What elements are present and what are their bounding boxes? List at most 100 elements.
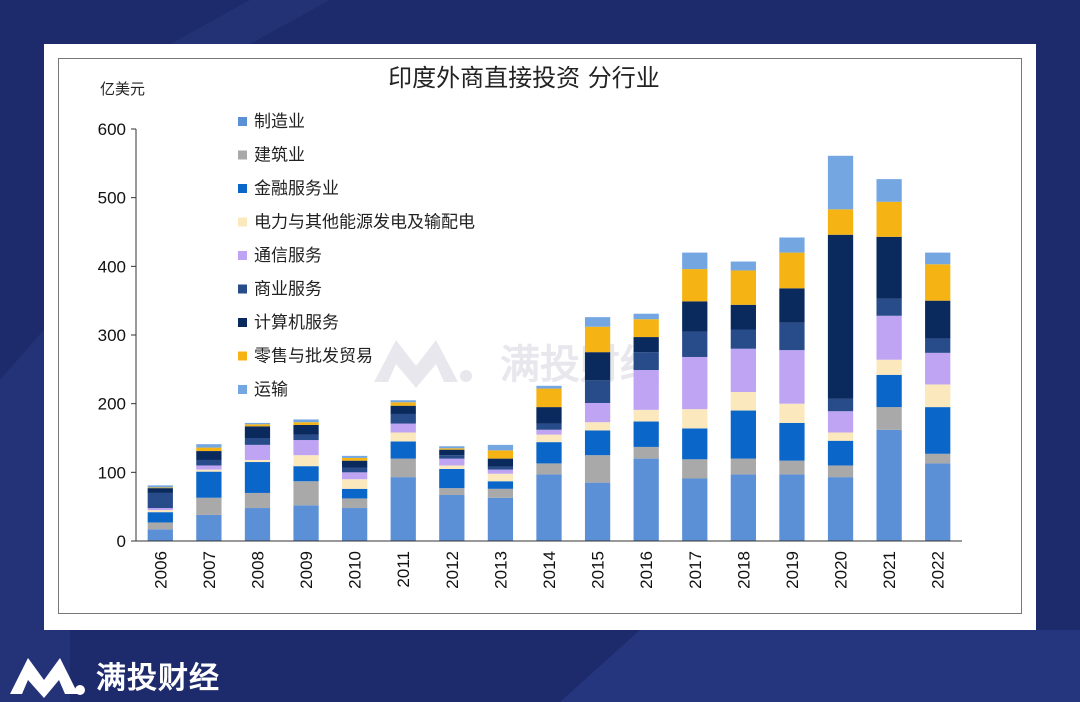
bar-segment-2012-s0: [439, 494, 465, 541]
bar-segment-2010-s5: [342, 467, 368, 473]
legend-label: 制造业: [254, 112, 305, 132]
bar-segment-2021-s5: [876, 298, 902, 316]
bar-segment-2021-s0: [876, 429, 902, 541]
x-tick-label: 2019: [783, 551, 802, 589]
bar-segment-2018-s6: [730, 304, 756, 330]
watermark: 满投财经: [374, 340, 660, 388]
bar-segment-2011-s6: [390, 405, 416, 414]
bar-segment-2006-s6: [147, 488, 173, 493]
bar-segment-2009-s3: [293, 455, 319, 467]
bar-segment-2016-s8: [633, 313, 659, 320]
y-tick-label: 0: [117, 532, 126, 551]
bar-segment-2022-s2: [925, 407, 951, 454]
bar-segment-2020-s8: [827, 155, 854, 210]
bar-segment-2009-s6: [293, 424, 319, 435]
bar-segment-2018-s1: [730, 458, 756, 475]
bar-segment-2020-s5: [827, 398, 854, 412]
bar-segment-2010-s4: [342, 472, 368, 480]
bar-segment-2019-s1: [779, 460, 805, 475]
bar-segment-2016-s1: [633, 446, 659, 459]
x-tick-label: 2015: [589, 551, 608, 589]
bar-segment-2015-s0: [584, 482, 611, 541]
bar-segment-2018-s2: [730, 410, 756, 459]
bars: [147, 155, 951, 541]
bar-segment-2006-s8: [147, 485, 173, 488]
bar-segment-2009-s5: [293, 434, 319, 441]
bar-segment-2011-s7: [390, 402, 416, 406]
bar-segment-2008-s5: [244, 438, 271, 445]
bar-segment-2010-s2: [342, 488, 368, 499]
bar-segment-2007-s2: [196, 471, 222, 498]
legend-swatch: [238, 117, 247, 126]
bar-segment-2021-s2: [876, 374, 902, 408]
bar-segment-2020-s3: [827, 432, 854, 441]
legend-label: 运输: [254, 380, 288, 400]
bar-segment-2009-s4: [293, 440, 319, 456]
bar-segment-2017-s8: [682, 252, 708, 270]
bar-segment-2016-s3: [633, 409, 659, 422]
y-axis: 0 100 200 300 400 500 600: [98, 120, 137, 551]
watermark-text: 满投财经: [500, 342, 660, 388]
bar-segment-2022-s5: [925, 338, 951, 353]
bar-segment-2010-s7: [342, 457, 368, 461]
bar-segment-2011-s0: [390, 477, 416, 541]
bar-segment-2012-s6: [439, 449, 465, 456]
bar-segment-2014-s3: [536, 434, 562, 443]
bar-segment-2017-s5: [682, 331, 708, 357]
bar-segment-2017-s2: [682, 428, 708, 460]
x-tick-label: 2016: [637, 551, 656, 589]
bar-segment-2017-s6: [682, 301, 708, 332]
bar-segment-2020-s4: [827, 411, 854, 433]
legend-label: 建筑业: [254, 146, 305, 166]
bar-segment-2014-s4: [536, 429, 562, 435]
bar-segment-2022-s8: [925, 252, 951, 265]
bar-segment-2009-s7: [293, 422, 319, 425]
bar-segment-2017-s3: [682, 409, 708, 429]
bar-segment-2008-s1: [244, 492, 271, 509]
y-tick-label: 200: [98, 395, 126, 414]
bar-segment-2021-s4: [876, 315, 902, 360]
x-tick-label: 2020: [832, 551, 851, 589]
legend-label: 商业服务: [254, 280, 322, 300]
bar-segment-2020-s1: [827, 465, 854, 478]
bar-segment-2019-s2: [779, 422, 805, 461]
bar-segment-2016-s6: [633, 337, 659, 353]
bar-segment-2008-s8: [244, 422, 271, 425]
bar-segment-2007-s8: [196, 444, 222, 448]
bar-segment-2006-s3: [147, 510, 173, 513]
brand-name: 满投财经: [96, 661, 220, 696]
bar-segment-2021-s6: [876, 236, 902, 299]
bar-segment-2022-s3: [925, 384, 951, 408]
bar-segment-2018-s8: [730, 261, 756, 271]
bar-segment-2015-s6: [584, 352, 611, 381]
bar-segment-2015-s7: [584, 326, 611, 353]
bar-segment-2012-s3: [439, 465, 465, 469]
bar-segment-2015-s3: [584, 422, 611, 431]
bar-segment-2011-s8: [390, 400, 416, 403]
bar-segment-2011-s3: [390, 432, 416, 442]
bar-segment-2006-s1: [147, 522, 173, 530]
x-tick-label: 2009: [297, 551, 316, 589]
bar-segment-2015-s1: [584, 455, 611, 483]
brand-logo-icon: [10, 658, 85, 698]
bar-segment-2022-s0: [925, 463, 951, 541]
legend-swatch: [238, 217, 247, 227]
bar-segment-2016-s7: [633, 319, 659, 338]
x-tick-label: 2011: [394, 551, 413, 588]
bar-segment-2006-s7: [147, 487, 173, 489]
bar-segment-2012-s5: [439, 455, 465, 459]
bar-segment-2014-s7: [536, 388, 562, 408]
brand-footer: 满投财经: [8, 652, 220, 698]
bar-segment-2019-s3: [779, 403, 805, 423]
bar-segment-2022-s4: [925, 352, 951, 385]
bar-segment-2017-s0: [682, 478, 708, 541]
legend-label: 通信服务: [254, 246, 322, 266]
bar-segment-2008-s2: [244, 462, 271, 493]
bar-segment-2013-s0: [487, 497, 514, 541]
bar-segment-2022-s7: [925, 264, 951, 301]
legend-label: 金融服务业: [254, 179, 339, 199]
unit-label: 亿美元: [100, 80, 145, 98]
bar-segment-2006-s2: [147, 512, 173, 523]
bar-segment-2013-s3: [487, 473, 514, 482]
bar-segment-2010-s3: [342, 479, 368, 489]
